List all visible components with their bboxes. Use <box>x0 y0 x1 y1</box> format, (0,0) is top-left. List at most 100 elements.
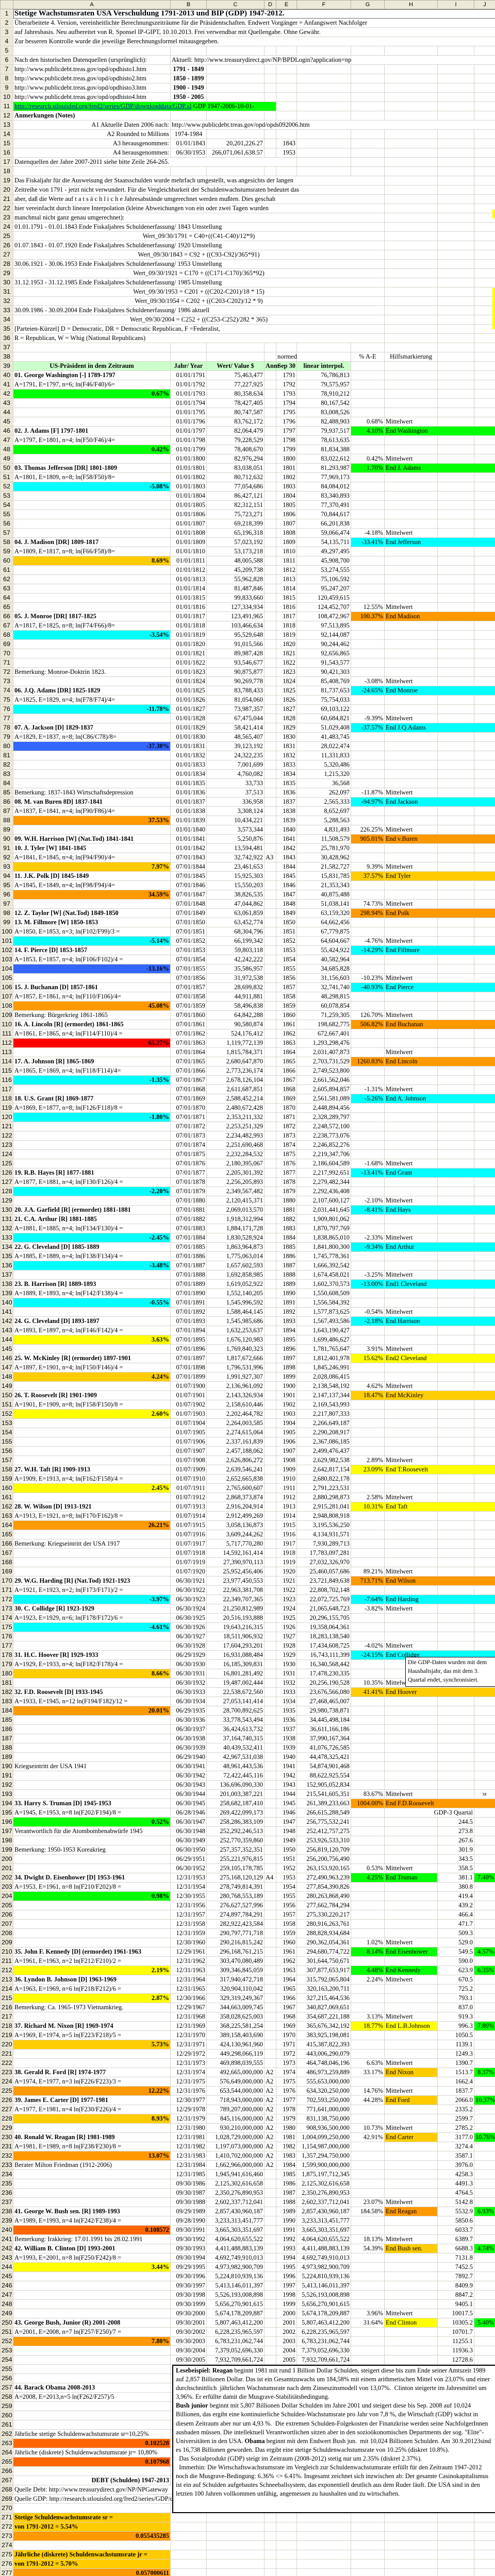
cell-J38[interactable] <box>474 352 495 362</box>
cell-A8[interactable]: http://www.publicdebt.treas.gov/opd/opdh… <box>13 74 171 83</box>
cell-F274[interactable] <box>297 2541 351 2550</box>
cell-J39[interactable] <box>474 362 495 371</box>
cell-J168[interactable] <box>474 1558 495 1567</box>
cell-J251[interactable] <box>474 2328 495 2337</box>
cell-I252[interactable]: 11255.1 <box>438 2337 474 2346</box>
cell-E70[interactable]: 1821 <box>276 649 297 658</box>
cell-G131[interactable] <box>351 1215 385 1224</box>
cell-J67[interactable] <box>474 621 495 631</box>
cell-C217[interactable]: 358,028,625,003 <box>207 2012 265 2022</box>
cell-I213[interactable]: 670.5 <box>438 1975 474 1985</box>
cell-D207[interactable] <box>265 1920 276 1929</box>
cell-B131[interactable]: 07/01/1882 <box>171 1215 207 1224</box>
cell-B194[interactable]: 06/30/1945 <box>171 1799 207 1808</box>
cell-D274[interactable] <box>265 2541 276 2550</box>
cell-J234[interactable] <box>474 2170 495 2179</box>
row-header-219[interactable]: 219 <box>1 2031 13 2040</box>
row-header-171[interactable]: 171 <box>1 1586 13 1595</box>
cell-C38[interactable] <box>207 352 265 362</box>
cell-G105[interactable]: -10.23% <box>351 974 385 983</box>
cell-I229[interactable]: 2785.2 <box>438 2124 474 2133</box>
row-header-259[interactable]: 259 <box>1 2402 13 2411</box>
cell-A51[interactable]: A=1801, E=1809, n=8; ln(F58/F50)/8= <box>13 473 171 482</box>
cell-H225[interactable]: Mittelwert <box>385 2087 438 2096</box>
cell-E58[interactable]: 1809 <box>276 538 297 547</box>
cell-H35[interactable] <box>385 325 438 334</box>
cell-B68[interactable]: 01/01/1819 <box>171 631 207 640</box>
row-header-231[interactable]: 231 <box>1 2142 13 2151</box>
cell-J239[interactable] <box>474 2216 495 2226</box>
row-header-215[interactable]: 215 <box>1 1994 13 2003</box>
cell-H5[interactable] <box>385 46 438 56</box>
cell-A82[interactable] <box>13 760 171 770</box>
cell-J272[interactable] <box>474 2522 495 2532</box>
cell-A275[interactable]: Jährliche (diskrete) Schuldenwachstumsra… <box>13 2550 171 2560</box>
cell-A112[interactable]: 65.27% <box>13 1039 171 1048</box>
cell-D117[interactable] <box>265 1085 276 1094</box>
cell-H199[interactable] <box>385 1845 438 1855</box>
cell-F252[interactable]: 6,783,231,062,744 <box>297 2337 351 2346</box>
cell-E245[interactable]: 1996 <box>276 2272 297 2281</box>
cell-A118[interactable]: 18. U.S. Grant [R] 1869-1877 <box>13 1094 171 1104</box>
cell-A170[interactable]: 29. W.G. Harding [R] (Nat.Tod) 1921-1923 <box>13 1577 171 1586</box>
cell-F101[interactable]: 64,604,667 <box>297 937 351 946</box>
cell-A254[interactable] <box>13 2355 171 2365</box>
cell-J216[interactable] <box>474 2003 495 2012</box>
cell-H43[interactable] <box>385 399 438 408</box>
cell-I111[interactable] <box>438 1029 474 1039</box>
cell-F277[interactable] <box>297 2569 351 2576</box>
cell-D101[interactable] <box>265 937 276 946</box>
row-header-166[interactable]: 166 <box>1 1539 13 1549</box>
row-header-56[interactable]: 56 <box>1 519 13 529</box>
cell-J62[interactable] <box>474 575 495 584</box>
cell-I189[interactable] <box>438 1753 474 1762</box>
cell-E66[interactable]: 1817 <box>276 612 297 621</box>
cell-I83[interactable] <box>438 770 474 779</box>
cell-D83[interactable] <box>265 770 276 779</box>
cell-I42[interactable] <box>438 389 474 399</box>
cell-B214[interactable]: 12/31/1965 <box>171 1985 207 1994</box>
cell-C158[interactable]: 2,639,546,241 <box>207 1465 265 1475</box>
cell-F130[interactable]: 2,031,441,645 <box>297 1206 351 1215</box>
cell-A85[interactable]: Bemerkung: 1837-1843 Wirtschaftsdepressi… <box>13 788 171 798</box>
cell-C40[interactable]: 75,463,477 <box>207 371 265 380</box>
cell-A23[interactable]: manchmal nicht ganz genau umgerechnet): <box>13 213 385 223</box>
cell-I131[interactable] <box>438 1215 474 1224</box>
cell-D87[interactable] <box>265 807 276 816</box>
row-header-89[interactable]: 89 <box>1 825 13 835</box>
row-header-247[interactable]: 247 <box>1 2291 13 2300</box>
cell-G117[interactable]: -1.31% <box>351 1085 385 1094</box>
cell-A166[interactable]: Bemerkung: Kriegseintritt der USA 1917 <box>13 1539 171 1549</box>
cell-F37[interactable] <box>297 343 351 352</box>
cell-A15[interactable]: A3 herausgenommen: <box>13 139 171 148</box>
row-header-32[interactable]: 32 <box>1 297 13 306</box>
cell-C9[interactable] <box>207 83 265 93</box>
cell-C55[interactable]: 75,723,271 <box>207 510 265 519</box>
cell-H185[interactable] <box>385 1716 438 1725</box>
cell-E79[interactable]: 1830 <box>276 733 297 742</box>
cell-G92[interactable] <box>351 853 385 862</box>
row-header-37[interactable]: 37 <box>1 343 13 352</box>
cell-G149[interactable]: 4.62% <box>351 1382 385 1391</box>
cell-J154[interactable] <box>474 1428 495 1437</box>
cell-B236[interactable]: 09/30/1987 <box>171 2189 207 2198</box>
cell-B173[interactable]: 06/30/1924 <box>171 1604 207 1614</box>
row-header-149[interactable]: 149 <box>1 1382 13 1391</box>
cell-G271[interactable] <box>351 2513 385 2522</box>
cell-G50[interactable]: 1.70% <box>351 464 385 473</box>
cell-I183[interactable] <box>438 1697 474 1706</box>
cell-G67[interactable] <box>351 621 385 631</box>
row-header-195[interactable]: 195 <box>1 1808 13 1818</box>
cell-H30[interactable] <box>385 278 438 287</box>
row-header-76[interactable]: 76 <box>1 705 13 714</box>
cell-B127[interactable]: 07/01/1878 <box>171 1178 207 1187</box>
cell-B155[interactable]: 01/07/1906 <box>171 1437 207 1447</box>
cell-E252[interactable]: 2003 <box>276 2337 297 2346</box>
row-header-94[interactable]: 94 <box>1 872 13 881</box>
cell-E75[interactable]: 1826 <box>276 696 297 705</box>
cell-B182[interactable]: 06/30/1933 <box>171 1688 207 1697</box>
cell-G253[interactable] <box>351 2346 385 2355</box>
cell-F276[interactable] <box>297 2560 351 2569</box>
cell-E209[interactable]: 1960 <box>276 1938 297 1947</box>
cell-B193[interactable]: 06/30/1944 <box>171 1790 207 1799</box>
